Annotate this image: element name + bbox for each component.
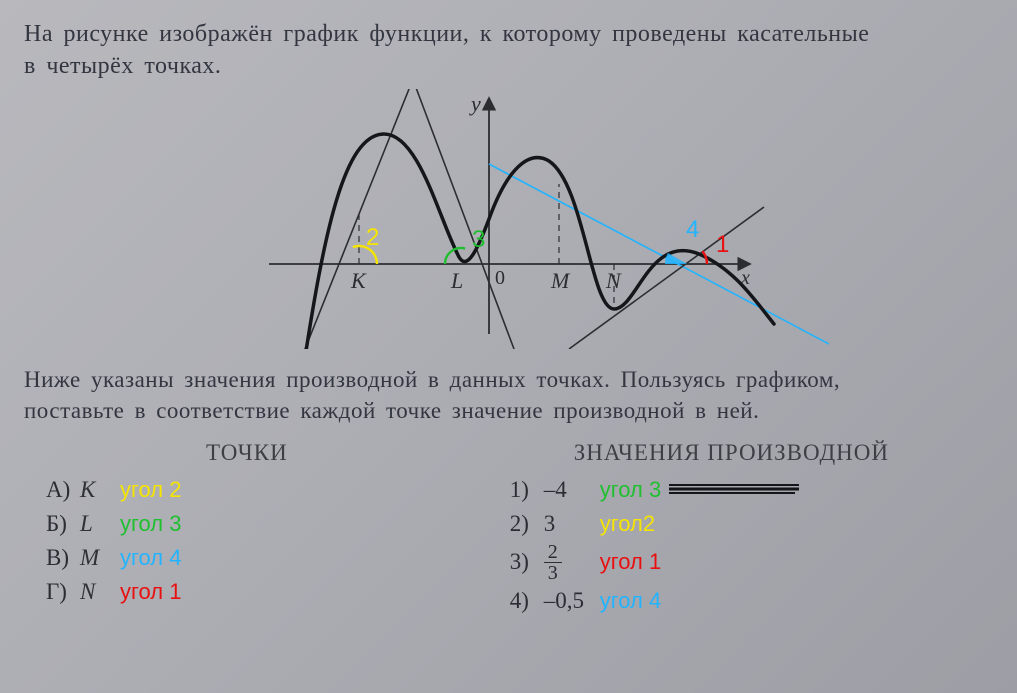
svg-text:2: 2 [366,224,379,251]
value-row: 2)3угол2 [510,508,993,540]
value-lead: 1) [510,477,544,503]
prompt-line-1: На рисунке изображён график функции, к к… [24,21,869,47]
caption-line-2: поставьте в соответствие каждой точке зн… [24,398,759,423]
value-row: 1)–4угол 3 [510,474,993,506]
point-symbol: K [80,477,114,503]
svg-text:3: 3 [472,226,485,253]
point-annotation: угол 4 [120,545,181,571]
value-lead: 4) [510,588,544,614]
caption-line-1: Ниже указаны значения производной в данн… [24,367,840,392]
point-annotation: угол 3 [120,511,181,537]
value-number: –4 [544,477,594,503]
svg-text:1: 1 [716,231,729,258]
value-row: 4)–0,5угол 4 [510,585,993,617]
point-symbol: N [80,579,114,605]
header-points: ТОЧКИ [24,440,470,466]
value-number: 23 [544,542,594,583]
value-annotation: угол2 [600,511,655,537]
point-row: Б)Lугол 3 [46,508,470,540]
svg-text:K: K [350,268,367,293]
header-values: ЗНАЧЕНИЯ ПРОИЗВОДНОЙ [470,440,993,466]
point-row: В)Mугол 4 [46,542,470,574]
scribble-mark [669,481,799,499]
point-annotation: угол 2 [120,477,181,503]
value-lead: 2) [510,511,544,537]
value-number: –0,5 [544,588,594,614]
points-column: А)Kугол 2Б)Lугол 3В)Mугол 4Г)Nугол 1 [24,472,470,619]
problem-prompt: На рисунке изображён график функции, к к… [24,18,993,83]
svg-text:M: M [550,268,571,293]
point-lead: Г) [46,579,80,605]
point-row: А)Kугол 2 [46,474,470,506]
point-symbol: L [80,511,114,537]
tangent-graph: yx0KLMN2341 [189,89,829,349]
value-annotation: угол 3 [600,477,661,503]
value-lead: 3) [510,549,544,575]
svg-text:0: 0 [495,267,505,289]
column-headers: ТОЧКИ ЗНАЧЕНИЯ ПРОИЗВОДНОЙ [24,440,993,466]
svg-text:L: L [450,268,463,293]
prompt-line-2: в четырёх точках. [24,53,221,79]
graph-container: yx0KLMN2341 [24,89,993,354]
point-row: Г)Nугол 1 [46,576,470,608]
point-annotation: угол 1 [120,579,181,605]
svg-text:N: N [605,268,622,293]
point-lead: В) [46,545,80,571]
value-number: 3 [544,511,594,537]
value-row: 3)23угол 1 [510,542,993,583]
svg-text:y: y [469,91,481,116]
point-symbol: M [80,545,114,571]
value-annotation: угол 4 [600,588,661,614]
lists-row: А)Kугол 2Б)Lугол 3В)Mугол 4Г)Nугол 1 1)–… [24,472,993,619]
point-lead: А) [46,477,80,503]
point-lead: Б) [46,511,80,537]
problem-caption: Ниже указаны значения производной в данн… [24,364,993,426]
values-column: 1)–4угол 3 2)3угол23)23угол 14)–0,5угол … [470,472,993,619]
svg-text:4: 4 [686,216,699,243]
value-annotation: угол 1 [600,549,661,575]
